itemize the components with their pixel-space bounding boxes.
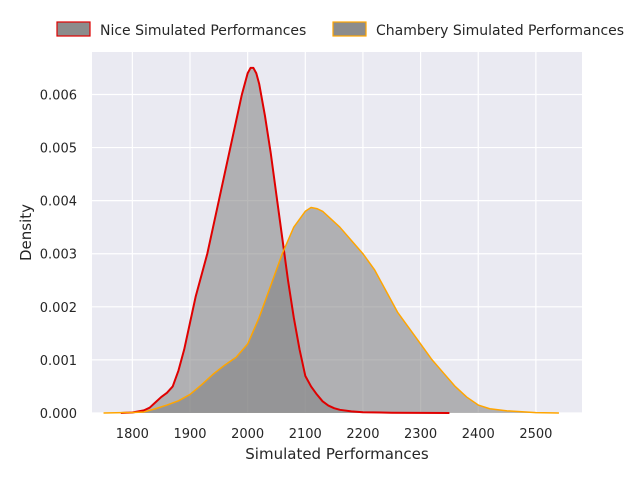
legend: Nice Simulated Performances Chambery Simu… (56, 21, 624, 39)
x-axis-ticks: 1800 1900 2000 2100 2200 2300 2400 2500 (116, 427, 553, 442)
x-tick-label: 2100 (289, 427, 322, 442)
density-lines (103, 66, 559, 414)
y-tick-label: 0.003 (40, 248, 77, 263)
x-axis-label: Simulated Performances (245, 445, 429, 463)
x-tick-label: 2500 (519, 427, 552, 442)
y-axis-label: Density (17, 204, 35, 261)
x-tick-label: 1800 (116, 427, 149, 442)
x-tick-label: 2200 (346, 427, 379, 442)
legend-swatch-1 (56, 21, 91, 37)
y-axis-ticks: 0.000 0.001 0.002 0.003 0.004 0.005 0.006 (40, 88, 77, 422)
legend-label-2: Chambery Simulated Performances (376, 23, 624, 39)
series-line-2 (103, 206, 559, 414)
legend-label-1: Nice Simulated Performances (100, 23, 306, 39)
y-tick-label: 0.004 (40, 195, 77, 210)
x-tick-label: 2300 (404, 427, 437, 442)
y-tick-label: 0.006 (40, 88, 77, 103)
x-tick-label: 2000 (231, 427, 264, 442)
series-area-2 (103, 207, 559, 413)
y-tick-label: 0.000 (40, 407, 77, 422)
y-tick-label: 0.001 (40, 354, 77, 369)
x-tick-label: 2400 (462, 427, 495, 442)
y-tick-label: 0.002 (40, 301, 77, 316)
series-area-1 (120, 67, 450, 414)
x-tick-label: 1900 (173, 427, 206, 442)
y-tick-label: 0.005 (40, 142, 77, 157)
legend-swatch-2 (332, 21, 367, 37)
series-line-1 (120, 66, 450, 414)
density-areas (103, 67, 559, 414)
